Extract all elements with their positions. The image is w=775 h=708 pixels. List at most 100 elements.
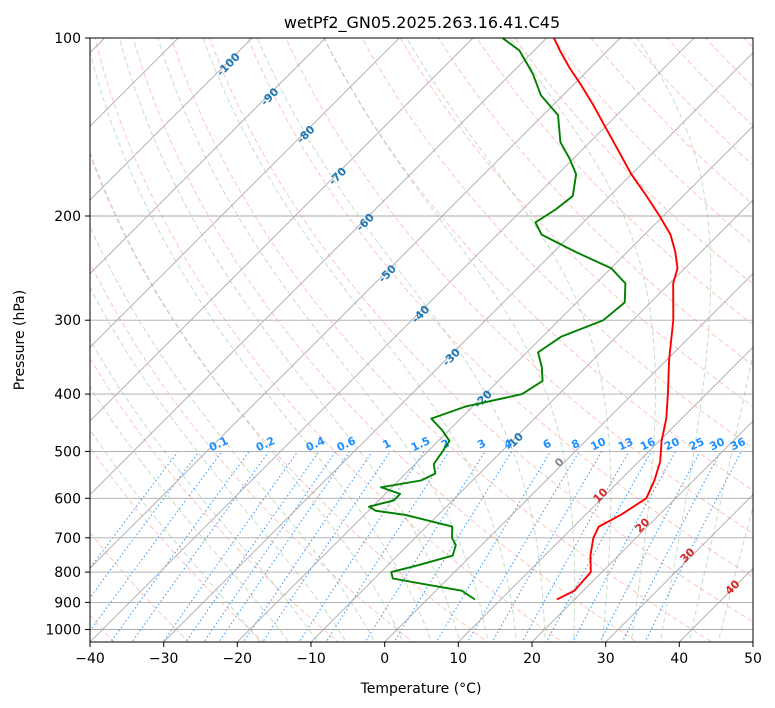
moist-adiabat-label: 30 [678,545,698,565]
temperature-tick-label: −40 [75,651,105,667]
temperature-tick-label: −30 [149,651,179,667]
moist-adiabat [90,428,261,642]
dewpoint-profile [368,38,627,601]
moist-adiabat [636,38,712,642]
moist-adiabat-label: 40 [723,577,743,597]
x-axis-label: Temperature (°C) [360,681,482,697]
pressure-tick-label: 400 [54,387,81,403]
temperature-tick-label: 50 [744,651,762,667]
dry-adiabat [399,38,753,408]
isotherm [90,38,179,127]
isotherm-label: -40 [409,302,432,325]
mixing-ratio-line [325,451,450,642]
mixing-ratio-label: 16 [638,435,658,453]
y-axis-label: Pressure (hPa) [12,290,28,390]
dry-adiabat [666,38,753,127]
dry-adiabat [437,38,753,366]
background-labels: -100-90-80-70-60-50-40-30-20-100.1 0.2 0.4… [207,50,748,597]
isotherm-label: -30 [440,345,463,368]
dry-adiabat [769,25,775,654]
moist-adiabat [717,505,753,642]
pressure-tick-label: 500 [54,444,81,460]
pressure-tick-label: 600 [54,491,81,507]
temperature-tick-label: −10 [296,651,326,667]
pressure-tick-label: 1000 [45,623,81,639]
dry-adiabat [90,446,265,642]
isotherms [0,11,753,654]
mixing-ratio-label: 36 [728,435,748,453]
moist-adiabat [90,385,290,642]
dry-adiabat [361,38,753,449]
dry-adiabats [90,25,775,654]
temperature-tick-label: −20 [223,651,253,667]
mixing-ratio-line [393,451,513,642]
mixing-ratio-line [621,451,722,642]
dry-adiabat [628,38,753,166]
pressure-tick-label: 100 [54,31,81,47]
mixing-ratio-line [521,451,630,642]
mixing-ratio-line [491,451,603,642]
isotherm-label: -90 [258,85,281,108]
isotherm [310,199,753,642]
moist-adiabat [509,38,656,642]
dry-adiabat [247,38,753,578]
moist-adiabat [406,38,612,642]
temperature-tick-label: 30 [597,651,615,667]
isotherm [752,641,753,642]
mixing-ratio-label: 25 [687,435,706,453]
mixing-ratio-label: 30 [708,435,728,453]
mixing-ratio-line [90,451,223,632]
dry-adiabat [704,38,753,88]
dry-adiabat [90,261,414,642]
dry-adiabat [90,531,190,642]
dry-adiabat [94,38,564,642]
dry-adiabat [323,38,753,492]
profile-series [368,38,679,601]
dry-adiabat [208,38,753,623]
mixing-ratio-label: 13 [616,435,635,453]
dry-adiabat [476,38,753,326]
temperature-profile [553,38,679,601]
plot-area: -100-90-80-70-60-50-40-30-20-100.1 0.2 0.4… [0,11,775,654]
isotherm [90,38,474,422]
mixing-ratio-line [262,451,391,642]
moist-adiabat [90,225,376,642]
pressure-tick-label: 700 [54,531,81,547]
pressure-axis: 100 200 300 400 500 600 700 800 900 1000 [45,31,90,639]
mixing-ratio-label: 20 [662,435,682,453]
isotherm-label: -100 [214,50,243,79]
mixing-ratio-label: 6 [541,437,554,452]
pressure-tick-label: 900 [54,595,81,611]
isotherm [90,38,400,348]
isotherm [457,346,753,642]
temperature-axis: −40 −30 −20 −10 0 10 20 30 40 50 [75,642,762,667]
isotherm-label: -70 [326,164,349,187]
isotherm-label: -80 [294,123,317,146]
isotherm [0,11,58,654]
isotherm [90,38,327,275]
mixing-ratio-line [185,451,320,642]
isotherm [90,38,253,201]
plot-frame [89,37,754,643]
temperature-tick-label: 0 [380,651,389,667]
moist-adiabat [90,338,319,642]
mixing-ratio-label: 8 [569,437,581,452]
dry-adiabat [285,38,753,535]
isotherm [90,38,621,569]
isotherm [236,125,753,642]
mixing-ratio-label: 1 [381,437,393,452]
mixing-ratio-line [545,451,652,642]
isotherm [604,493,753,642]
mixing-ratio-label: 10 [589,435,609,453]
mixing-ratio-line [466,451,580,642]
pressure-tick-label: 200 [54,209,81,225]
mixing-ratio-lines [90,451,742,642]
pressure-gridlines [90,38,753,630]
temperature-tick-label: 40 [670,651,688,667]
chart-title: wetPf2_GN05.2025.263.16.41.C45 [284,13,560,33]
temperature-tick-label: 20 [523,651,541,667]
moist-adiabat [157,38,489,642]
dry-adiabat [90,357,340,642]
isotherm [383,272,753,642]
